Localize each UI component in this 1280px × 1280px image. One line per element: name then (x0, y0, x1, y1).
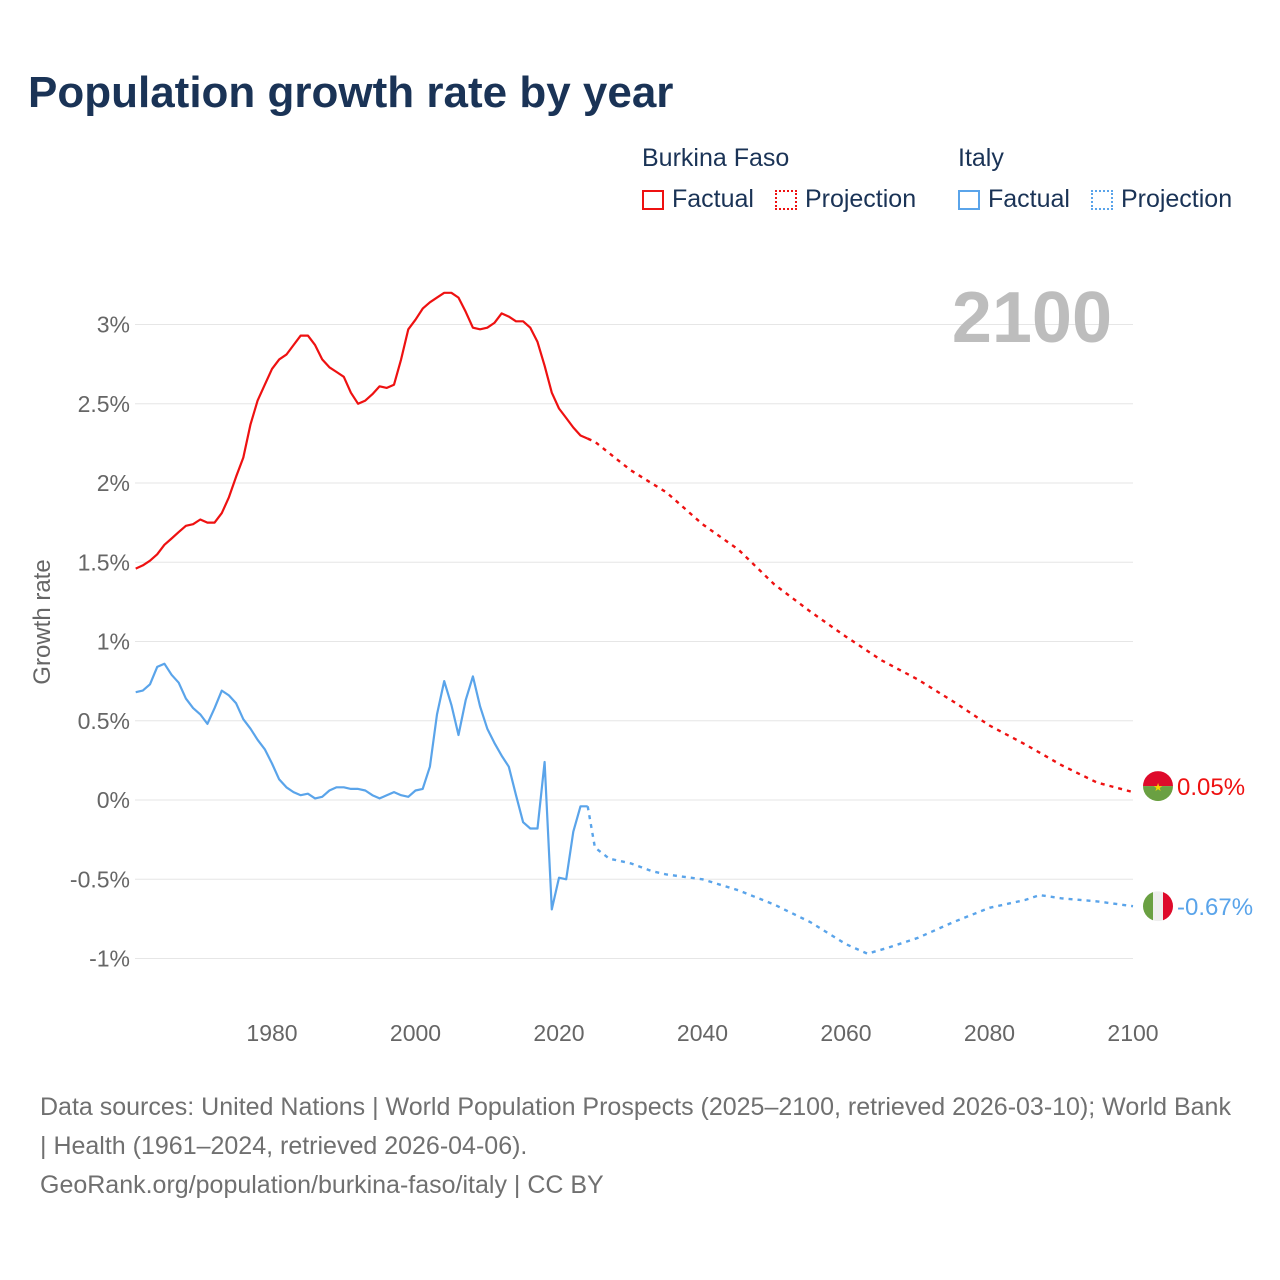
legend-item-factual[interactable]: Factual (958, 185, 1070, 214)
legend-item-projection[interactable]: Projection (774, 185, 917, 214)
italy-end-value-label: -0.67% (1177, 894, 1253, 921)
legend-item-factual[interactable]: Factual (642, 185, 754, 214)
legend-group-title: Italy (958, 144, 1004, 172)
y-tick-label: 2% (97, 470, 130, 496)
dotted-line-swatch-icon (774, 189, 797, 210)
dotted-line-swatch-icon (1090, 189, 1113, 210)
footer: Data sources: United Nations | World Pop… (40, 1088, 1240, 1205)
y-tick-label: 0% (97, 787, 130, 813)
x-tick-label: 2040 (677, 1020, 728, 1046)
x-tick-label: 2020 (533, 1020, 584, 1046)
source-link[interactable]: GeoRank.org/population/burkina-faso/ital… (40, 1171, 604, 1199)
legend-label: Factual (672, 185, 754, 213)
legend-item-projection[interactable]: Projection (1090, 185, 1233, 214)
x-tick-label: 2000 (390, 1020, 441, 1046)
italy-factual-line (135, 662, 588, 911)
flag-band (1163, 891, 1173, 922)
legend-group-title: Burkina Faso (642, 144, 790, 172)
italy-projection-line (586, 806, 1134, 955)
flag-band (1143, 891, 1153, 922)
flag (1143, 891, 1173, 922)
y-tick-label: -0.5% (70, 866, 130, 892)
x-tick-label: 1980 (246, 1020, 297, 1046)
line-chart: 3% 2.5% 2% 1.5% 1% 0.5% 0% -0.5% -1% 1980 2000 2020… (29, 278, 1253, 1046)
chart-title: Population growth rate by year (28, 68, 674, 117)
x-tick-label: 2060 (820, 1020, 871, 1046)
y-tick-label: 1.5% (78, 549, 130, 575)
flag: ★ (1143, 771, 1173, 802)
legend-group-italy: Italy Factual Projection (958, 144, 1246, 217)
x-tick-label: 2100 (1107, 1020, 1158, 1046)
y-tick-label: 0.5% (78, 708, 130, 734)
year-display: 2100 (952, 278, 1112, 358)
flag-band (1143, 786, 1173, 802)
star-icon: ★ (1153, 782, 1163, 794)
burkina-faso-projection-line (587, 437, 1134, 794)
solid-line-swatch-icon (958, 189, 980, 210)
x-tick-label: 2080 (964, 1020, 1015, 1046)
legend-label: Projection (804, 185, 917, 213)
legend-label: Factual (988, 185, 1070, 213)
burkina-faso-end-value-label: 0.05% (1177, 774, 1245, 801)
y-axis-label: Growth rate (29, 559, 56, 684)
flag-band (1153, 891, 1163, 922)
data-sources: Data sources: United Nations | World Pop… (40, 1093, 1231, 1160)
solid-line-swatch-icon (642, 189, 664, 210)
y-tick-label: -1% (89, 946, 130, 972)
y-tick-label: 1% (97, 629, 130, 655)
legend-group-burkina-faso: Burkina Faso Factual Projection (642, 144, 930, 217)
y-tick-label: 2.5% (78, 391, 130, 417)
burkina-faso-flag-icon: ★ (1143, 771, 1173, 802)
burkina-faso-factual-line (135, 291, 589, 570)
flag-band (1143, 771, 1173, 787)
italy-flag-icon (1143, 891, 1173, 922)
legend-label: Projection (1120, 185, 1233, 213)
y-tick-label: 3% (97, 312, 130, 338)
